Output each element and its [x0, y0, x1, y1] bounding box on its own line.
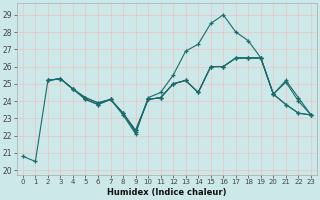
X-axis label: Humidex (Indice chaleur): Humidex (Indice chaleur): [107, 188, 227, 197]
